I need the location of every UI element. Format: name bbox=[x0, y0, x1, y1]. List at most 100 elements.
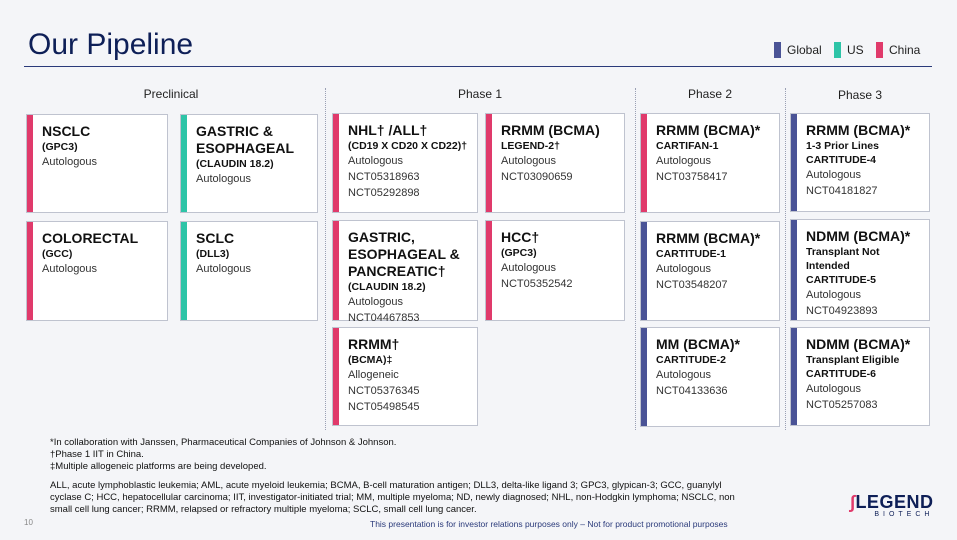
pipeline-card-gastric-esophageal: GASTRIC & ESOPHAGEAL (CLAUDIN 18.2) Autolog… bbox=[180, 114, 318, 213]
card-line: Autologous bbox=[656, 263, 712, 275]
legend-global: Global bbox=[774, 42, 822, 58]
card-body: RRMM (BCMA)* 1-3 Prior Lines CARTITUDE-4 Au… bbox=[806, 122, 923, 199]
pipeline-card-cartitude-2: MM (BCMA)* CARTITUDE-2 Autologous NCT041336… bbox=[640, 327, 780, 427]
card-body: GASTRIC, ESOPHAGEAL & PANCREATIC† (CLAUDIN … bbox=[348, 229, 471, 326]
card-line: NCT03548207 bbox=[656, 279, 728, 291]
china-region-bar bbox=[486, 114, 492, 212]
card-line: Intended bbox=[806, 260, 850, 272]
card-line: NCT05292898 bbox=[348, 187, 420, 199]
pipeline-card-hcc: HCC† (GPC3) Autologous NCT05352542 bbox=[485, 220, 625, 321]
card-line: 1-3 Prior Lines bbox=[806, 140, 879, 152]
card-body: MM (BCMA)* CARTITUDE-2 Autologous NCT041336… bbox=[656, 336, 773, 399]
card-line: NDMM (BCMA)* bbox=[806, 228, 911, 244]
card-line: RRMM (BCMA)* bbox=[656, 122, 761, 138]
pipeline-card-cartitude-6: NDMM (BCMA)* Transplant Eligible CARTITUDE… bbox=[790, 327, 930, 426]
pipeline-card-nhl-all: NHL† /ALL† (CD19 X CD20 X CD22)† Autologou… bbox=[332, 113, 478, 213]
pipeline-card-gastric-esophageal-pancreatic: GASTRIC, ESOPHAGEAL & PANCREATIC† (CLAUDIN … bbox=[332, 220, 478, 324]
card-body: RRMM (BCMA)* CARTITUDE-1 Autologous NCT0354… bbox=[656, 230, 773, 293]
card-line: HCC† bbox=[501, 229, 540, 245]
card-line: NCT05257083 bbox=[806, 399, 878, 411]
pipeline-card-colorectal: COLORECTAL (GCC) Autologous bbox=[26, 221, 168, 321]
card-line: CARTITUDE-4 bbox=[806, 154, 876, 166]
card-line: (CLAUDIN 18.2) bbox=[348, 281, 426, 293]
card-line: Allogeneic bbox=[348, 369, 399, 381]
pipeline-card-rrmm-allogeneic: RRMM† (BCMA)‡ Allogeneic NCT05376345 NCT0549… bbox=[332, 327, 478, 426]
card-line: (CLAUDIN 18.2) bbox=[196, 158, 274, 170]
card-line: CARTITUDE-6 bbox=[806, 368, 876, 380]
pipeline-card-sclc: SCLC (DLL3) Autologous bbox=[180, 221, 318, 321]
card-line: Autologous bbox=[656, 369, 712, 381]
card-line: NCT05318963 bbox=[348, 171, 420, 183]
china-region-bar bbox=[27, 115, 33, 212]
card-line: Transplant Eligible bbox=[806, 354, 900, 366]
legend-us-label: US bbox=[847, 43, 864, 57]
legend-china: China bbox=[876, 42, 920, 58]
pipeline-card-rrmm-legend-2: RRMM (BCMA) LEGEND-2† Autologous NCT0309065… bbox=[485, 113, 625, 213]
card-line: NCT03090659 bbox=[501, 171, 573, 183]
card-line: (DLL3) bbox=[196, 248, 230, 260]
china-region-bar bbox=[333, 328, 339, 425]
card-line: (GCC) bbox=[42, 248, 73, 260]
card-line: NHL† /ALL† bbox=[348, 122, 428, 138]
card-line: GASTRIC, bbox=[348, 229, 415, 245]
card-line: RRMM (BCMA)* bbox=[806, 122, 911, 138]
card-line: NCT03758417 bbox=[656, 171, 728, 183]
column-phase-2: Phase 2 bbox=[687, 87, 733, 101]
logo-subtitle: BIOTECH bbox=[874, 511, 934, 518]
card-line: Autologous bbox=[501, 262, 557, 274]
us-swatch bbox=[834, 42, 841, 58]
card-line: NCT04923893 bbox=[806, 305, 878, 317]
footnote: †Phase 1 IIT in China. bbox=[50, 449, 144, 460]
card-body: RRMM (BCMA)* CARTIFAN-1 Autologous NCT03758… bbox=[656, 122, 773, 185]
global-region-bar bbox=[791, 328, 797, 425]
card-line: NDMM (BCMA)* bbox=[806, 336, 911, 352]
card-line: CARTITUDE-1 bbox=[656, 248, 726, 260]
disclaimer: This presentation is for investor relati… bbox=[370, 519, 728, 529]
card-line: NCT04181827 bbox=[806, 185, 878, 197]
title-divider bbox=[24, 66, 932, 67]
card-line: CARTITUDE-5 bbox=[806, 274, 876, 286]
global-region-bar bbox=[791, 220, 797, 320]
card-line: Autologous bbox=[806, 289, 862, 301]
card-line: NCT04467853 bbox=[348, 312, 420, 324]
card-body: NHL† /ALL† (CD19 X CD20 X CD22)† Autologou… bbox=[348, 122, 471, 201]
card-line: SCLC bbox=[196, 230, 235, 246]
card-line: Autologous bbox=[348, 296, 404, 308]
card-body: HCC† (GPC3) Autologous NCT05352542 bbox=[501, 229, 618, 292]
card-line: NCT05376345 bbox=[348, 385, 420, 397]
card-line: Autologous bbox=[806, 169, 862, 181]
card-line: Autologous bbox=[42, 263, 98, 275]
card-line: RRMM† bbox=[348, 336, 400, 352]
card-line: MM (BCMA)* bbox=[656, 336, 740, 352]
footnote: ‡Multiple allogeneic platforms are being… bbox=[50, 461, 267, 472]
column-divider bbox=[785, 88, 786, 430]
column-phase-3: Phase 3 bbox=[837, 88, 883, 102]
us-region-bar bbox=[181, 115, 187, 212]
pipeline-card-cartifan-1: RRMM (BCMA)* CARTIFAN-1 Autologous NCT03758… bbox=[640, 113, 780, 213]
china-swatch bbox=[876, 42, 883, 58]
pipeline-card-cartitude-5: NDMM (BCMA)* Transplant Not Intended CARTIT… bbox=[790, 219, 930, 321]
column-preclinical: Preclinical bbox=[143, 87, 199, 101]
china-region-bar bbox=[27, 222, 33, 320]
column-divider bbox=[635, 88, 636, 430]
global-region-bar bbox=[641, 222, 647, 320]
card-line: LEGEND-2† bbox=[501, 140, 560, 152]
card-line: (CD19 X CD20 X CD22)† bbox=[348, 140, 468, 152]
card-body: NDMM (BCMA)* Transplant Eligible CARTITUDE… bbox=[806, 336, 923, 413]
card-line: Autologous bbox=[42, 156, 98, 168]
china-region-bar bbox=[333, 114, 339, 212]
pipeline-card-nsclc: NSCLC (GPC3) Autologous bbox=[26, 114, 168, 213]
card-line: (GPC3) bbox=[501, 247, 537, 259]
card-line: Autologous bbox=[656, 155, 712, 167]
page-title: Our Pipeline bbox=[28, 28, 194, 61]
card-body: RRMM† (BCMA)‡ Allogeneic NCT05376345 NCT0549… bbox=[348, 336, 471, 415]
card-line: CARTITUDE-2 bbox=[656, 354, 726, 366]
column-divider bbox=[325, 88, 326, 430]
footnote: *In collaboration with Janssen, Pharmace… bbox=[50, 437, 397, 448]
card-body: GASTRIC & ESOPHAGEAL (CLAUDIN 18.2) Autolog… bbox=[196, 123, 311, 187]
abbreviations: ALL, acute lymphoblastic leukemia; AML, … bbox=[50, 480, 735, 515]
card-line: Autologous bbox=[196, 173, 252, 185]
card-line: RRMM (BCMA) bbox=[501, 122, 600, 138]
card-line: GASTRIC & bbox=[196, 123, 273, 139]
card-line: NCT05498545 bbox=[348, 401, 420, 413]
